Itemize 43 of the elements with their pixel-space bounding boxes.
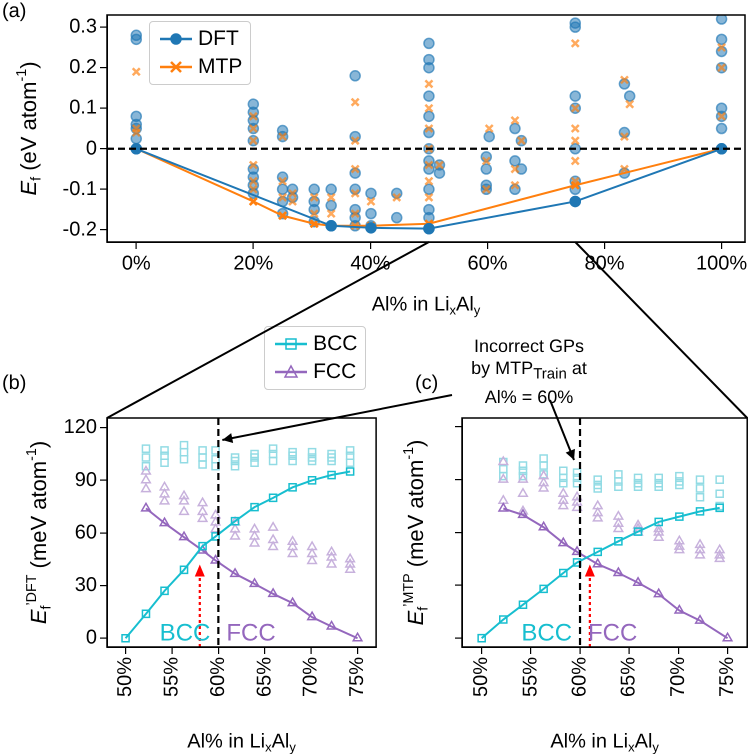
y-tick-label: 120: [64, 416, 97, 438]
x-tick-label: 55%: [160, 656, 182, 698]
x-tick-label: 75%: [346, 656, 368, 698]
y-tick-label: -0.1: [62, 178, 97, 200]
x-tick-label: 60%: [206, 656, 229, 698]
x-tick-label: 100%: [696, 252, 748, 275]
x-tick-label: 65%: [253, 656, 276, 698]
x-tick-label: 0%: [122, 252, 151, 275]
series-label: BCC: [521, 620, 572, 647]
y-tick-label: 0: [86, 137, 97, 160]
x-tick-label: 20%: [233, 252, 274, 275]
legend-label: MTP: [198, 55, 242, 79]
legend-label: FCC: [313, 360, 356, 384]
y-tick-label: 0: [86, 626, 97, 649]
x-tick-label: 60%: [467, 252, 508, 275]
y-tick-label: 0.2: [69, 56, 97, 78]
y-tick-label: 90: [74, 468, 97, 491]
text: (c): [415, 372, 438, 395]
x-tick-label: 50%: [114, 656, 136, 698]
text: BCC: [160, 620, 210, 647]
text: (b): [2, 372, 26, 395]
y-axis-title: Ef’MTP (meV atom-1): [401, 440, 432, 626]
y-tick-label: 0.3: [69, 16, 97, 38]
x-tick-label: 75%: [716, 656, 738, 698]
x-tick-label: 65%: [618, 656, 640, 698]
series-label: FCC: [588, 620, 638, 647]
y-tick-label: 0.1: [69, 96, 97, 119]
x-tick-label: 55%: [519, 656, 542, 698]
x-tick-label: 50%: [470, 656, 492, 698]
text: (a): [2, 0, 26, 23]
y-axis-title: Ef (eV atom-1): [14, 61, 45, 196]
y-tick-label: 60: [74, 521, 97, 544]
y-tick-label: 30: [74, 574, 97, 596]
y-axis-title: Ef’DFT (meV atom-1): [24, 440, 55, 624]
text: Incorrect GPs by MTP$_{Train}$ at Al% = 60%: [470, 335, 588, 408]
x-tick-label: 70%: [300, 656, 322, 698]
text: FCC: [226, 620, 276, 647]
x-tick-label: 60%: [568, 656, 591, 698]
y-tick-label: -0.2: [62, 218, 97, 240]
x-tick-label: 70%: [666, 656, 689, 698]
legend-label: BCC: [313, 332, 358, 356]
legend-label: DFT: [198, 27, 239, 51]
x-tick-label: 40%: [350, 252, 391, 275]
